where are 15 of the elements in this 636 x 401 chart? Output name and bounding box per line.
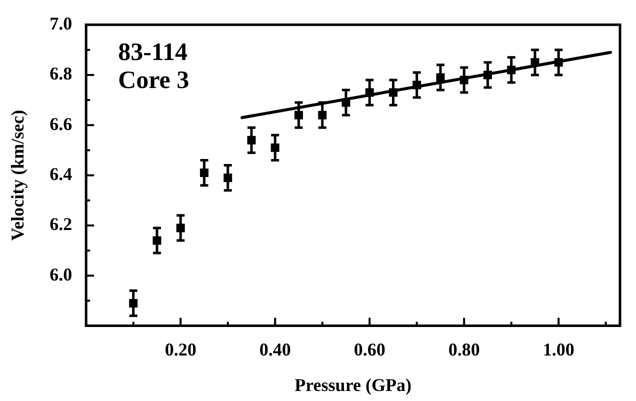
y-tick-label: 6.4 [50,164,72,184]
x-tick-label: 0.40 [259,339,291,360]
y-axis-title: Velocity (km/sec) [7,110,28,241]
x-tick-label: 0.80 [448,339,480,360]
x-tick-label: 0.60 [354,339,386,360]
x-tick-label: 0.20 [164,339,196,360]
annotation: 83-114 [118,38,188,66]
y-tick-label: 6.6 [50,114,72,134]
y-tick-label: 7.0 [50,13,72,34]
x-axis-title: Pressure (GPa) [294,374,412,395]
y-tick-label: 6.0 [50,264,72,284]
annotation: Core 3 [118,66,190,94]
x-tick-label: 1.00 [542,339,574,360]
y-tick-label: 6.2 [50,214,72,234]
y-tick-label: 6.8 [50,64,72,84]
